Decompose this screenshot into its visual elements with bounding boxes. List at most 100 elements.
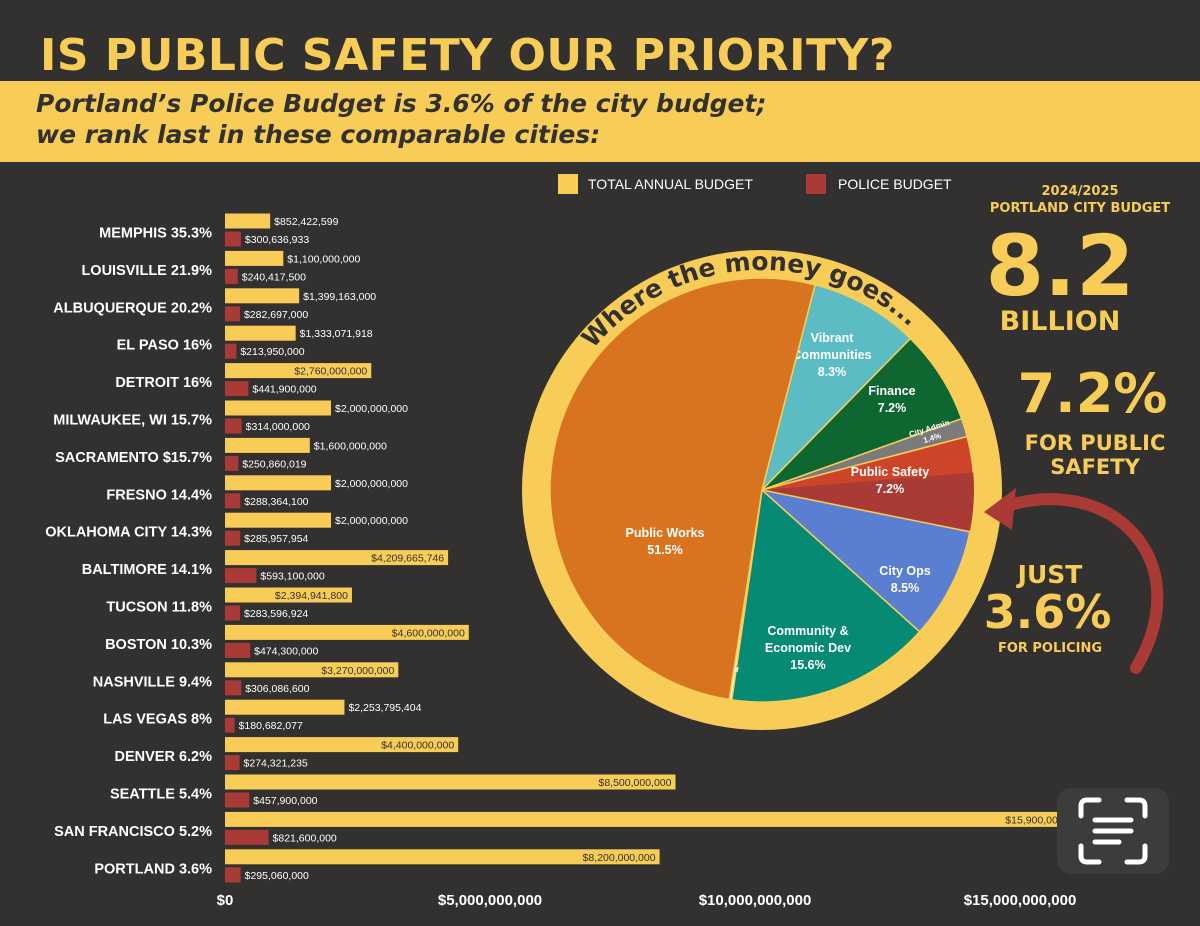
police-budget-bar: [225, 455, 239, 471]
total-budget-label: $1,100,000,000: [287, 253, 360, 265]
police-budget-bar: [225, 306, 240, 322]
police-budget-label: $274,321,235: [244, 758, 308, 770]
slice-label: Finance 7.2%: [868, 384, 915, 415]
total-budget-bar: [225, 475, 331, 491]
category-label: SACRAMENTO $15.7%: [55, 450, 212, 466]
category-label: MILWAUKEE, WI 15.7%: [53, 413, 212, 429]
total-budget-bar: [225, 213, 271, 229]
total-budget-label: $2,394,941,800: [275, 590, 348, 602]
budget-amount: 8.2: [985, 217, 1135, 315]
police-subslice: [762, 472, 975, 532]
just-label: JUST: [1017, 560, 1083, 589]
police-budget-label: $285,957,954: [244, 533, 308, 545]
legend-police-swatch: [806, 174, 826, 194]
total-budget-label: $852,422,599: [274, 216, 338, 228]
police-budget-bar: [225, 755, 240, 771]
police-budget-bar: [225, 530, 241, 546]
total-budget-bar: [225, 774, 676, 790]
total-budget-label: $1,333,071,918: [300, 328, 373, 340]
total-budget-label: $2,000,000,000: [335, 403, 408, 415]
total-budget-bar: [225, 288, 300, 304]
category-label: SAN FRANCISCO 5.2%: [54, 824, 212, 840]
public-works-slice: [549, 277, 816, 701]
total-budget-label: $1,600,000,000: [314, 440, 387, 452]
text-scan-icon: [1078, 797, 1148, 865]
total-budget-label: $8,200,000,000: [583, 852, 656, 864]
public-safety-caption-1: FOR PUBLIC: [1024, 431, 1166, 455]
total-budget-bar: [225, 437, 310, 453]
slice-label: City Ops 8.5%: [879, 564, 930, 595]
budget-caption: PORTLAND CITY BUDGET: [989, 201, 1171, 216]
total-budget-label: $1,399,163,000: [303, 291, 376, 303]
callout-arrow-head: [984, 488, 1016, 530]
category-label: FRESNO 14.4%: [106, 487, 212, 503]
total-budget-bar: [225, 550, 449, 566]
total-budget-bar: [225, 624, 469, 640]
slice-label: Community & Economic Dev 15.6%: [765, 624, 851, 672]
total-budget-label: $2,000,000,000: [335, 478, 408, 490]
category-label: PORTLAND 3.6%: [94, 861, 212, 877]
subtitle-band: Portland’s Police Budget is 3.6% of the …: [0, 81, 1200, 162]
category-label: DETROIT 16%: [115, 375, 212, 391]
budget-year: 2024/2025: [1041, 184, 1119, 199]
x-axis-tick-label: $5,000,000,000: [438, 892, 542, 909]
total-budget-label: $4,400,000,000: [381, 740, 454, 752]
text-scan-button[interactable]: [1057, 788, 1169, 874]
total-budget-bar: [225, 587, 352, 603]
budget-unit: BILLION: [999, 306, 1121, 337]
category-label: BALTIMORE 14.1%: [82, 562, 212, 578]
police-budget-label: $180,682,077: [239, 720, 303, 732]
total-budget-label: $8,500,000,000: [599, 777, 672, 789]
police-budget-bar: [225, 343, 237, 359]
police-budget-label: $593,100,000: [260, 571, 324, 583]
police-budget-bar: [225, 867, 241, 883]
police-budget-label: $250,860,019: [242, 458, 306, 470]
total-budget-label: $2,000,000,000: [335, 515, 408, 527]
x-axis-tick-label: $15,000,000,000: [964, 892, 1077, 909]
slice-label: Vibrant Communities 8.3%: [792, 331, 871, 379]
legend-total-label: TOTAL ANNUAL BUDGET: [588, 176, 753, 192]
police-budget-bar: [225, 418, 242, 434]
legend-total-swatch: [558, 174, 578, 194]
police-budget-label: $295,060,000: [245, 870, 309, 882]
police-budget-bar: [225, 268, 238, 284]
category-label: BOSTON 10.3%: [105, 637, 212, 653]
police-budget-label: $821,600,000: [273, 832, 337, 844]
police-budget-label: $213,950,000: [240, 346, 304, 358]
police-budget-label: $240,417,500: [242, 271, 306, 283]
total-budget-bar: [225, 363, 372, 379]
police-budget-bar: [225, 493, 241, 509]
total-budget-bar: [225, 250, 284, 266]
subtitle-line-1: Portland’s Police Budget is 3.6% of the …: [36, 89, 767, 118]
total-budget-bar: [225, 325, 296, 341]
total-budget-bar: [225, 849, 660, 865]
public-safety-caption-2: SAFETY: [1050, 455, 1140, 479]
city-ops-slice: [759, 488, 971, 633]
callout-arrow-shaft: [994, 493, 1164, 674]
police-budget-label: $441,900,000: [252, 384, 316, 396]
police-budget-label: $457,900,000: [253, 795, 317, 807]
police-budget-label: $300,636,933: [245, 234, 309, 246]
community-economic-dev-slice: [730, 488, 921, 703]
category-label: MEMPHIS 35.3%: [99, 226, 212, 242]
police-budget-label: $288,364,100: [244, 496, 308, 508]
category-label: LOUISVILLE 21.9%: [81, 263, 212, 279]
police-budget-bar: [225, 717, 235, 733]
total-budget-bar: [225, 662, 399, 678]
category-label: SEATTLE 5.4%: [110, 787, 212, 803]
budget-year-caption: 2024/2025 PORTLAND CITY BUDGET: [980, 183, 1180, 217]
police-budget-label: $283,596,924: [244, 608, 308, 620]
police-budget-bar: [225, 829, 269, 845]
total-budget-label: $4,209,665,746: [371, 553, 444, 565]
total-budget-bar: [225, 400, 331, 416]
subtitle-line-2: we rank last in these comparable cities:: [36, 120, 601, 149]
total-budget-label: $4,600,000,000: [392, 627, 465, 639]
police-budget-bar: [225, 381, 249, 397]
page-title: IS PUBLIC SAFETY OUR PRIORITY?: [40, 30, 895, 81]
police-budget-label: $306,086,600: [245, 683, 309, 695]
total-budget-label: $2,760,000,000: [294, 366, 367, 378]
category-label: OKLAHOMA CITY 14.3%: [45, 525, 212, 541]
public-safety-caption: FOR PUBLIC SAFETY: [1005, 431, 1185, 479]
